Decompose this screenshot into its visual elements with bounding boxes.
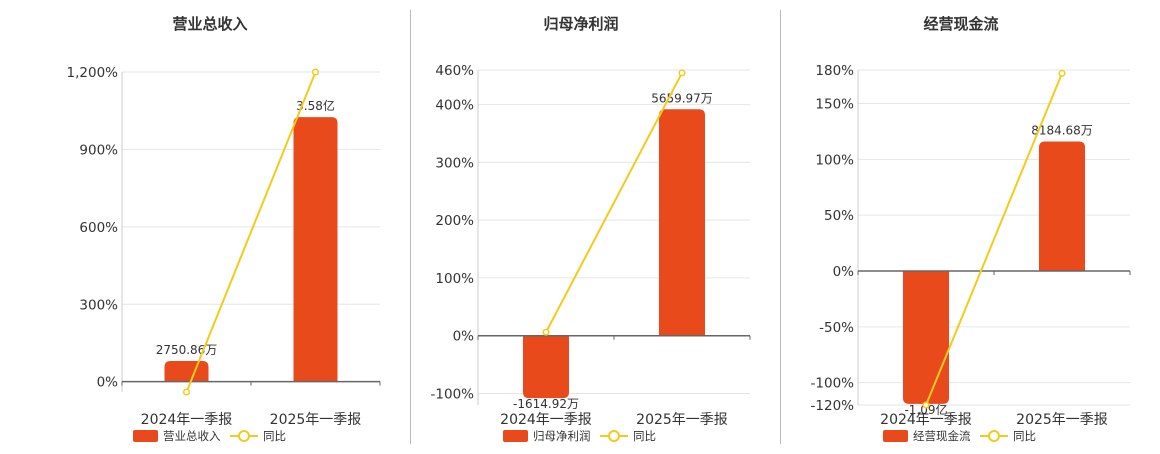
y-tick-label: 0% — [833, 264, 855, 280]
yoy-point[interactable] — [542, 328, 550, 336]
yoy-line — [925, 72, 1063, 406]
y-tick-label: 300% — [79, 297, 118, 313]
x-category-label: 2024年一季报 — [141, 412, 233, 428]
bar[interactable] — [293, 117, 338, 382]
yoy-point[interactable] — [182, 388, 191, 396]
y-tick-label: 460% — [435, 63, 474, 79]
legend-swatch-bar[interactable] — [133, 430, 158, 442]
legend-label-bar[interactable]: 营业总收入 — [163, 429, 221, 443]
chart-title: 归母净利润 — [543, 15, 618, 33]
legend-swatch-bar[interactable] — [503, 430, 528, 442]
yoy-point[interactable] — [922, 401, 930, 409]
y-tick-label: 150% — [815, 97, 854, 113]
y-tick-label: 100% — [435, 271, 474, 287]
chart-svg: 归母净利润 -100% 0% 100% 200% 300% 400% 460% -1614.92… — [431, 15, 751, 443]
chart-svg: 经营现金流 -120% -100% -50% 0% 50% 100% 150% 180% -1.0… — [811, 15, 1131, 443]
bar[interactable] — [659, 109, 705, 336]
bar[interactable] — [164, 361, 209, 382]
y-tick-label: 50% — [824, 208, 854, 224]
bar[interactable] — [1039, 141, 1085, 271]
legend-swatch-marker — [988, 430, 1000, 442]
y-tick-label: -50% — [819, 320, 854, 336]
legend-label-line[interactable]: 同比 — [633, 429, 656, 443]
yoy-point[interactable] — [311, 68, 320, 76]
chart-svg: 营业总收入 0% 300% 600% 900% 1,200% 2750.86万 3.58亿 20… — [67, 15, 381, 443]
y-tick-label: 0% — [97, 375, 119, 391]
yoy-line — [185, 71, 317, 393]
bar-data-label: -1.09亿 — [904, 402, 947, 417]
y-tick-label: -120% — [811, 398, 855, 414]
x-category-label: 2024年一季报 — [500, 412, 592, 428]
chart-panel-cashflow: 经营现金流 -120% -100% -50% 0% 50% 100% 150% 180% -1.0… — [781, 0, 1160, 450]
y-tick-label: -100% — [431, 386, 475, 402]
yoy-point[interactable] — [1058, 69, 1066, 77]
x-category-label: 2025年一季报 — [270, 412, 362, 428]
bar-data-label: 3.58亿 — [296, 98, 335, 113]
chart-panel-net-profit: 归母净利润 -100% 0% 100% 200% 300% 400% 460% -1614.92… — [411, 0, 780, 450]
y-tick-label: 180% — [815, 63, 854, 79]
legend-swatch-marker — [608, 430, 620, 442]
yoy-point[interactable] — [678, 69, 686, 77]
legend-label-line[interactable]: 同比 — [263, 429, 286, 443]
y-tick-label: 0% — [453, 329, 475, 345]
panel-divider — [780, 10, 781, 444]
legend-swatch-marker — [238, 430, 250, 442]
y-tick-label: 1,200% — [67, 65, 119, 81]
y-tick-label: 600% — [79, 220, 118, 236]
y-tick-label: 400% — [435, 98, 474, 114]
chart-panel-revenue: 营业总收入 0% 300% 600% 900% 1,200% 2750.86万 3.58亿 20… — [0, 0, 410, 450]
chart-title: 营业总收入 — [172, 15, 247, 33]
chart-title: 经营现金流 — [923, 15, 998, 33]
yoy-line — [545, 72, 683, 333]
legend-label-bar[interactable]: 经营现金流 — [913, 429, 971, 443]
bar-data-label: -1614.92万 — [513, 397, 579, 411]
y-tick-label: 200% — [435, 213, 474, 229]
y-tick-label: 100% — [815, 152, 854, 168]
bar[interactable] — [903, 271, 949, 404]
x-category-label: 2025年一季报 — [1016, 412, 1108, 428]
legend-label-line[interactable]: 同比 — [1013, 429, 1036, 443]
bar-data-label: 2750.86万 — [156, 343, 218, 357]
bar-data-label: 8184.68万 — [1031, 123, 1093, 137]
y-tick-label: 300% — [435, 155, 474, 171]
x-category-label: 2025年一季报 — [636, 412, 728, 428]
legend-swatch-bar[interactable] — [883, 430, 908, 442]
bar[interactable] — [523, 335, 569, 399]
y-tick-label: -100% — [811, 376, 855, 392]
x-category-label: 2024年一季报 — [880, 412, 972, 428]
panel-divider — [410, 10, 411, 444]
legend-label-bar[interactable]: 归母净利润 — [533, 429, 591, 443]
y-tick-label: 900% — [79, 142, 118, 158]
bar-data-label: 5659.97万 — [651, 91, 713, 105]
